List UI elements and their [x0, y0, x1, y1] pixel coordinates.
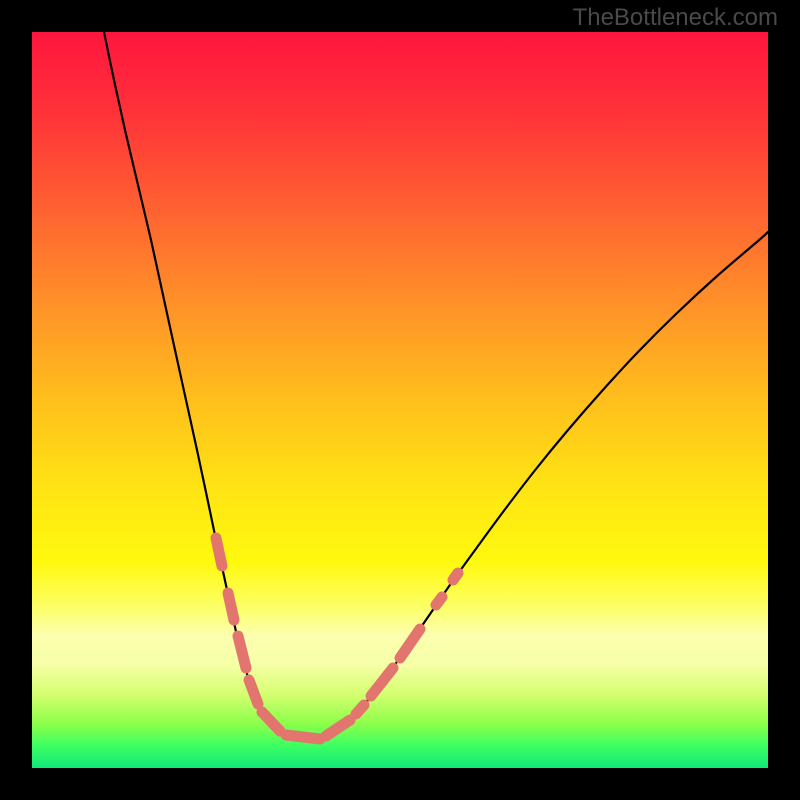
highlight-dash [436, 597, 442, 605]
chart-svg [0, 0, 800, 800]
highlight-dash [453, 573, 458, 580]
highlight-dash [238, 636, 246, 668]
highlight-dash [228, 593, 234, 620]
highlight-dash [356, 705, 364, 714]
highlight-dash [286, 735, 320, 739]
highlight-dash [216, 538, 222, 566]
chart-stage: TheBottleneck.com [0, 0, 800, 800]
